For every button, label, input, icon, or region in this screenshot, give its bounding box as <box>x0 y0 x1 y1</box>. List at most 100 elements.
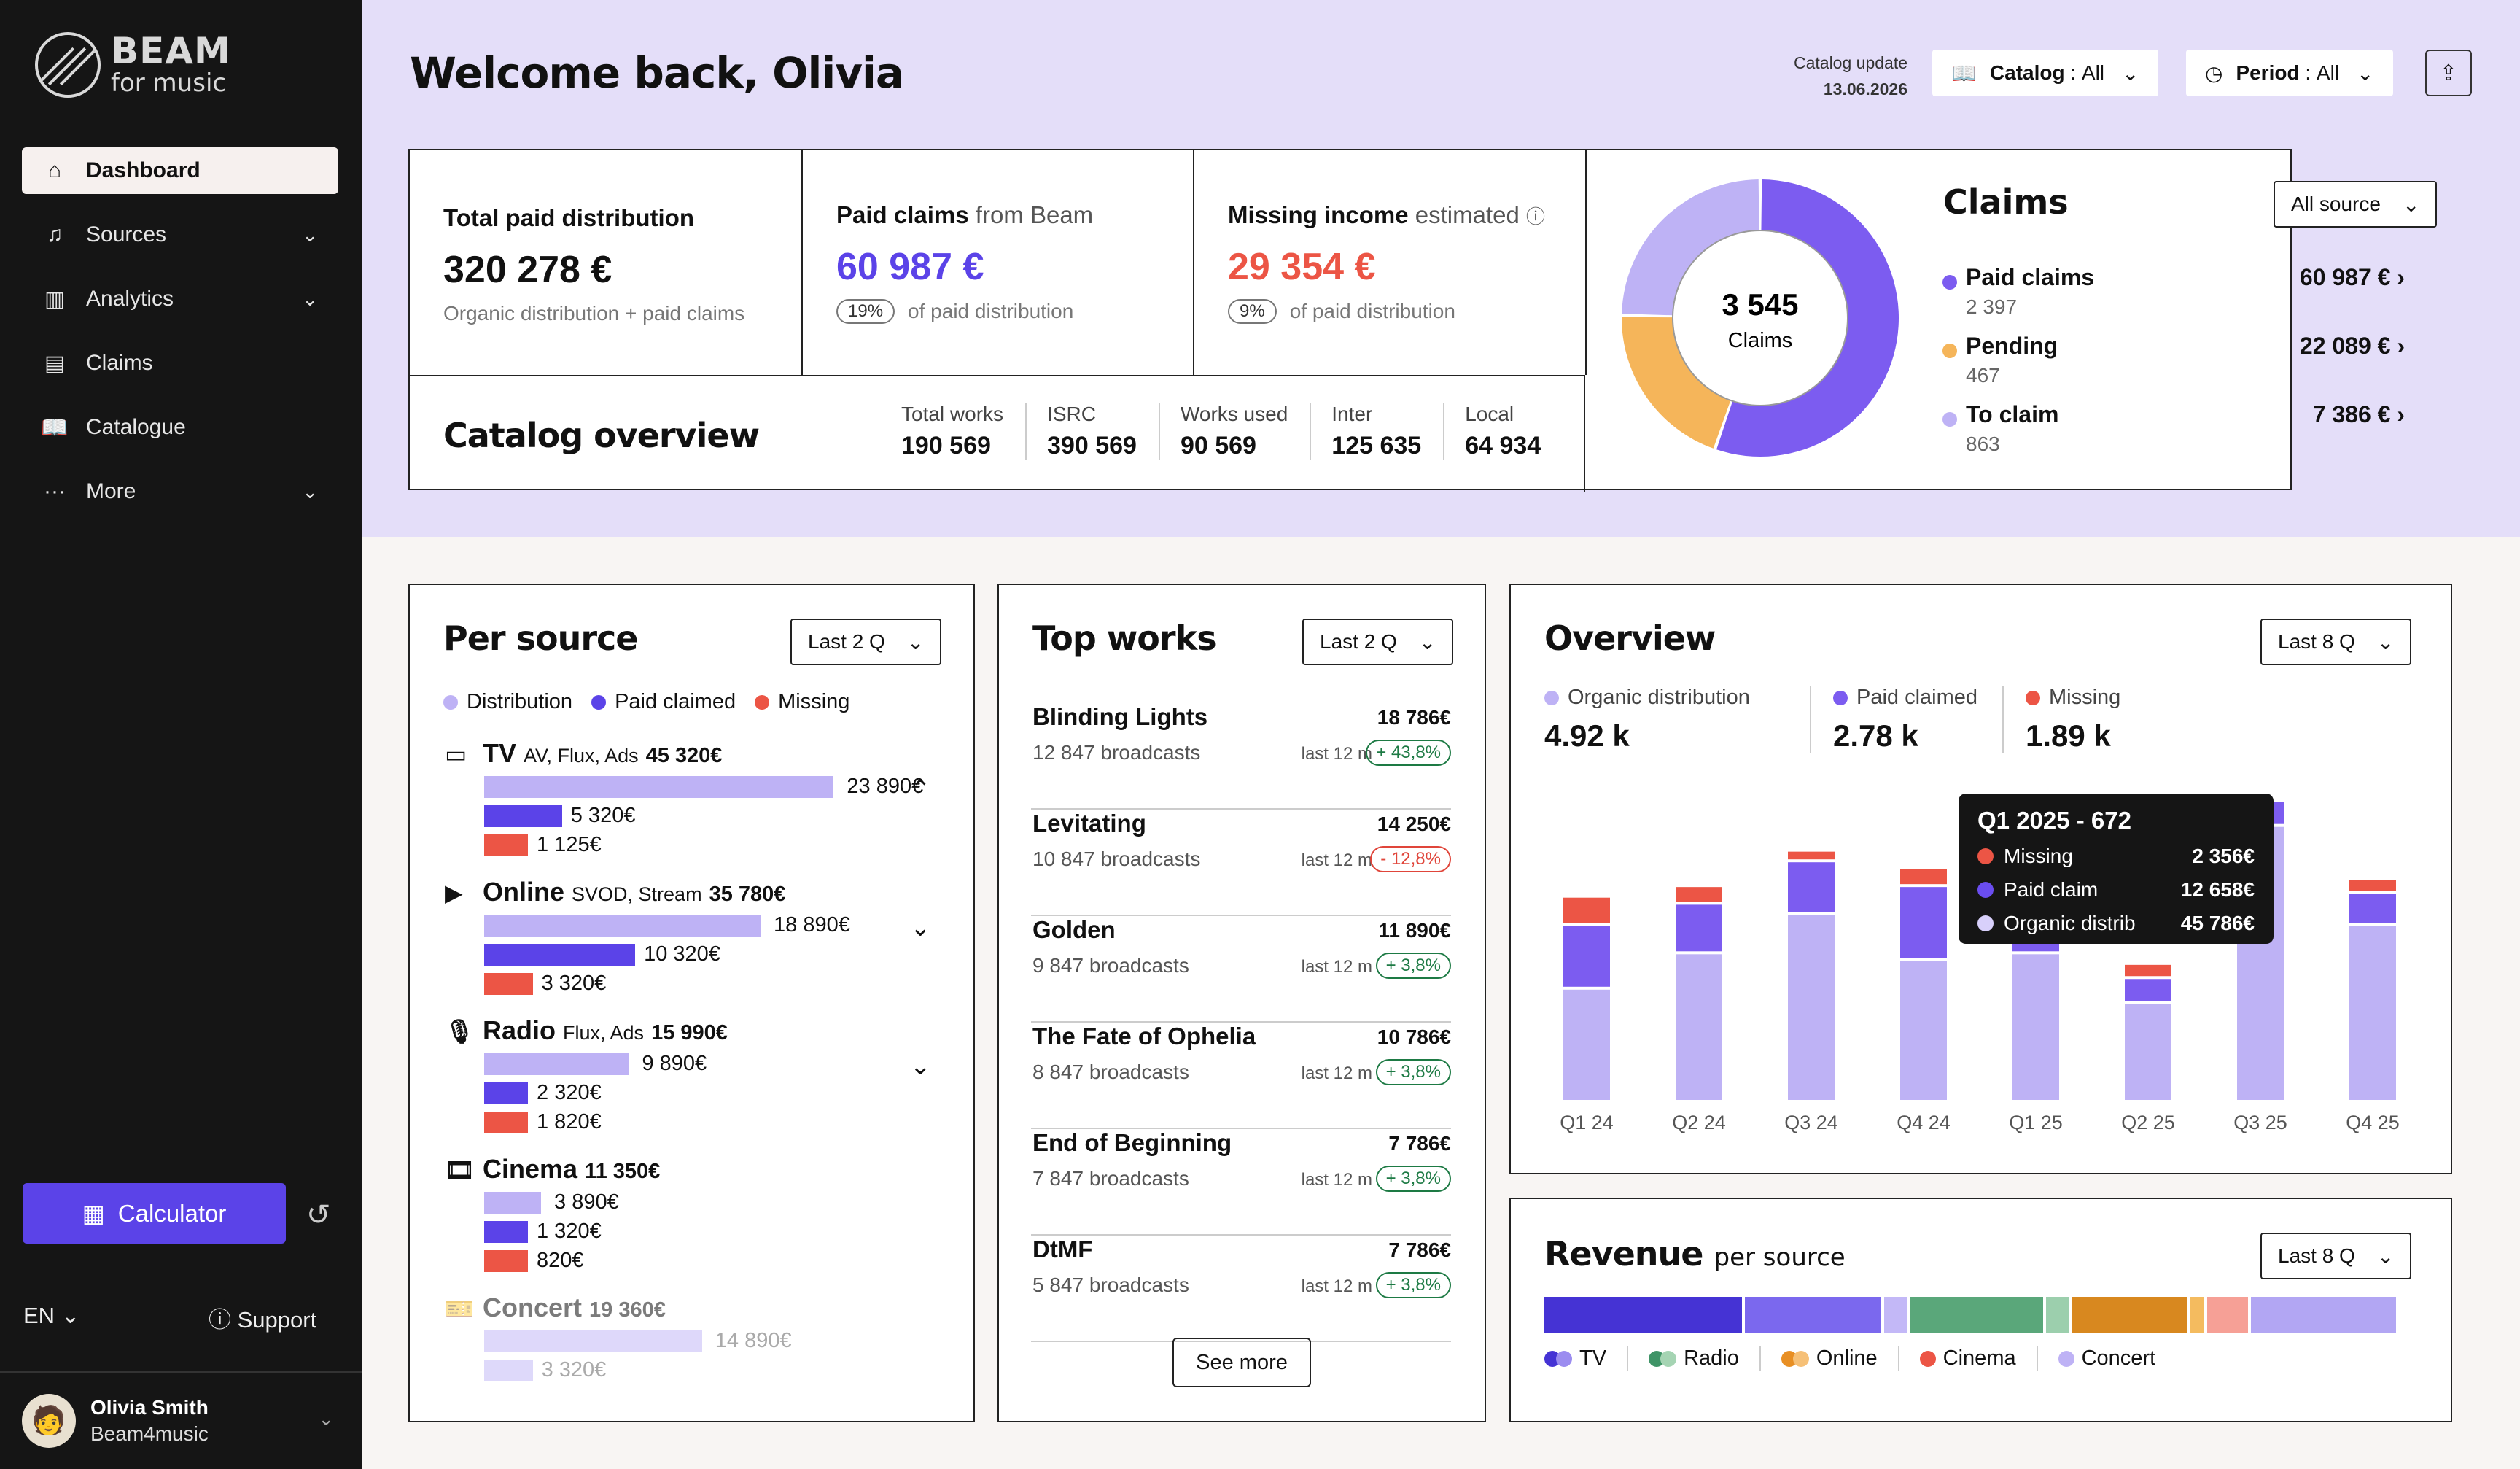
catalog-filter[interactable]: 📖 Catalog : All ⌄ <box>1932 50 2158 96</box>
top-works-period-filter[interactable]: Last 2 Q ⌄ <box>1302 619 1454 665</box>
sidebar-item-claims[interactable]: ▤ Claims <box>22 340 338 387</box>
revenue-segment[interactable] <box>2072 1297 2188 1333</box>
top-work-item[interactable]: Golden 11 890€ 9 847 broadcasts last 12 m + … <box>1031 916 1451 1023</box>
bar-paid-claimed-q4-24[interactable] <box>1900 887 1947 958</box>
legend-value: 1.89 k <box>2026 718 2111 753</box>
source-bar-missing[interactable] <box>484 973 533 995</box>
per-source-period-filter[interactable]: Last 2 Q ⌄ <box>790 619 942 665</box>
donut-slice-to-claim[interactable] <box>1622 179 1759 316</box>
source-bar-missing[interactable] <box>484 834 528 856</box>
summary-card: Total paid distribution 320 278 € Organi… <box>408 149 2292 492</box>
bar-missing-q1-24[interactable] <box>1563 897 1610 923</box>
chevron-down-icon[interactable]: ⌄ <box>910 914 931 942</box>
sidebar-item-label: Claims <box>86 351 153 375</box>
chevron-up-icon[interactable]: ⌃ <box>910 775 931 803</box>
top-work-item[interactable]: Blinding Lights 18 786€ 12 847 broadcasts l… <box>1031 703 1451 810</box>
source-bar-paid[interactable] <box>484 1360 533 1381</box>
revenue-segment[interactable] <box>1745 1297 1882 1333</box>
sidebar-item-analytics[interactable]: ▥ Analytics ⌄ <box>22 276 338 322</box>
chevron-down-icon[interactable]: ⌄ <box>910 1053 931 1080</box>
x-tick-label: Q3 24 <box>1784 1112 1838 1133</box>
source-bar-paid[interactable] <box>484 944 636 966</box>
source-bar-dist[interactable] <box>484 776 834 798</box>
source-bar-paid[interactable] <box>484 805 562 827</box>
info-icon[interactable]: ⓘ <box>1525 206 1545 228</box>
bar-missing-q2-25[interactable] <box>2125 964 2171 977</box>
claims-row-value: 7 386 € <box>2312 401 2391 427</box>
bar-missing-q2-24[interactable] <box>1676 887 1722 902</box>
claims-source-filter[interactable]: All source ⌄ <box>2274 181 2438 228</box>
revenue-segment[interactable] <box>2250 1297 2397 1333</box>
claims-row-to-claim[interactable]: To claim 863 7 386 € › <box>1942 401 2424 456</box>
support-link[interactable]: ⓘ Support <box>209 1301 316 1334</box>
revenue-segment[interactable] <box>1910 1297 2043 1333</box>
sidebar: BEAM for music ⌂ Dashboard ♫ Sources ⌄ ▥ Analy… <box>0 0 362 1469</box>
revenue-period-filter[interactable]: Last 8 Q ⌄ <box>2260 1233 2412 1279</box>
bar-paid-claimed-q2-24[interactable] <box>1676 904 1722 952</box>
source-bar-dist[interactable] <box>484 1192 542 1214</box>
bar-organic-distribution-q2-25[interactable] <box>2125 1004 2171 1100</box>
calculator-button[interactable]: ▦ Calculator <box>23 1183 286 1244</box>
legend-dot <box>1919 1350 1936 1367</box>
revenue-segment[interactable] <box>2206 1297 2248 1333</box>
top-work-item[interactable]: End of Beginning 7 786€ 7 847 broadcasts la… <box>1031 1129 1451 1236</box>
sidebar-item-sources[interactable]: ♫ Sources ⌄ <box>22 212 338 258</box>
film-icon: 🎞 <box>445 1157 475 1183</box>
bar-missing-q4-25[interactable] <box>2349 880 2396 891</box>
bar-organic-distribution-q2-24[interactable] <box>1676 954 1722 1100</box>
donut-slice-paid-claims[interactable] <box>1716 179 1899 457</box>
revenue-segment[interactable] <box>1544 1297 1743 1333</box>
kpi-title-suffix: from Beam <box>975 201 1094 228</box>
revenue-segment[interactable] <box>2190 1297 2204 1333</box>
legend-label: Paid claimed <box>615 690 736 713</box>
work-period: last 12 m <box>1301 1170 1372 1190</box>
top-work-item[interactable]: Levitating 14 250€ 10 847 broadcasts last 1… <box>1031 810 1451 916</box>
brand-logo[interactable]: BEAM for music <box>35 32 231 98</box>
bar-organic-distribution-q4-24[interactable] <box>1900 961 1947 1100</box>
source-bar-missing[interactable] <box>484 1250 528 1272</box>
history-icon[interactable]: ↺ <box>306 1199 331 1231</box>
work-name: Blinding Lights <box>1032 703 1208 730</box>
chart-tooltip: Q1 2025 - 672 Missing 2 356€ Paid claim 12 … <box>1959 794 2274 944</box>
sidebar-item-dashboard[interactable]: ⌂ Dashboard <box>22 147 338 194</box>
support-label: Support <box>237 1307 317 1333</box>
donut-slice-pending[interactable] <box>1622 317 1731 449</box>
claims-row-paid-claims[interactable]: Paid claims 2 397 60 987 € › <box>1942 264 2424 319</box>
bar-organic-distribution-q4-25[interactable] <box>2349 926 2396 1101</box>
sidebar-item-more[interactable]: ··· More ⌄ <box>22 468 338 515</box>
bar-paid-claimed-q4-25[interactable] <box>2349 894 2396 923</box>
source-bar-dist[interactable] <box>484 915 761 937</box>
bar-paid-claimed-q2-25[interactable] <box>2125 979 2171 1001</box>
bar-paid-claimed-q1-24[interactable] <box>1563 926 1610 987</box>
see-more-button[interactable]: See more <box>1172 1338 1311 1387</box>
work-broadcasts: 10 847 broadcasts <box>1032 848 1201 870</box>
source-bar-value: 14 890€ <box>715 1329 792 1352</box>
revenue-segment[interactable] <box>1884 1297 1908 1333</box>
revenue-segment[interactable] <box>2045 1297 2069 1333</box>
user-menu[interactable]: 🧑 Olivia Smith Beam4music ⌄ <box>0 1371 362 1469</box>
source-bar-paid[interactable] <box>484 1082 528 1104</box>
source-bar-missing[interactable] <box>484 1112 528 1133</box>
overview-period-filter[interactable]: Last 8 Q ⌄ <box>2260 619 2412 665</box>
top-work-item[interactable]: The Fate of Ophelia 10 786€ 8 847 broadcas… <box>1031 1023 1451 1129</box>
tv-icon: ▭ <box>445 741 467 767</box>
top-work-item[interactable]: DtMF 7 786€ 5 847 broadcasts last 12 m + 3,8… <box>1031 1236 1451 1342</box>
source-bar-dist[interactable] <box>484 1053 629 1075</box>
source-bar-dist[interactable] <box>484 1330 702 1352</box>
bar-organic-distribution-q1-24[interactable] <box>1563 989 1610 1100</box>
language-selector[interactable]: EN ⌄ <box>23 1303 80 1329</box>
stat-value: 125 635 <box>1331 432 1422 460</box>
sidebar-item-catalogue[interactable]: 📖 Catalogue <box>22 404 338 451</box>
bar-missing-q3-24[interactable] <box>1788 851 1835 860</box>
bar-missing-q4-24[interactable] <box>1900 869 1947 885</box>
work-period: last 12 m <box>1301 850 1372 870</box>
source-bar-paid[interactable] <box>484 1221 528 1243</box>
filter-value: Last 8 Q <box>2278 630 2355 653</box>
claims-row-pending[interactable]: Pending 467 22 089 € › <box>1942 333 2424 387</box>
period-filter[interactable]: ◷ Period : All ⌄ <box>2186 50 2393 96</box>
bar-paid-claimed-q3-24[interactable] <box>1788 862 1835 912</box>
bar-organic-distribution-q3-24[interactable] <box>1788 915 1835 1100</box>
bar-organic-distribution-q1-25[interactable] <box>2012 954 2059 1100</box>
export-button[interactable]: ⇪ <box>2425 50 2472 96</box>
legend-dot <box>1942 274 1957 290</box>
